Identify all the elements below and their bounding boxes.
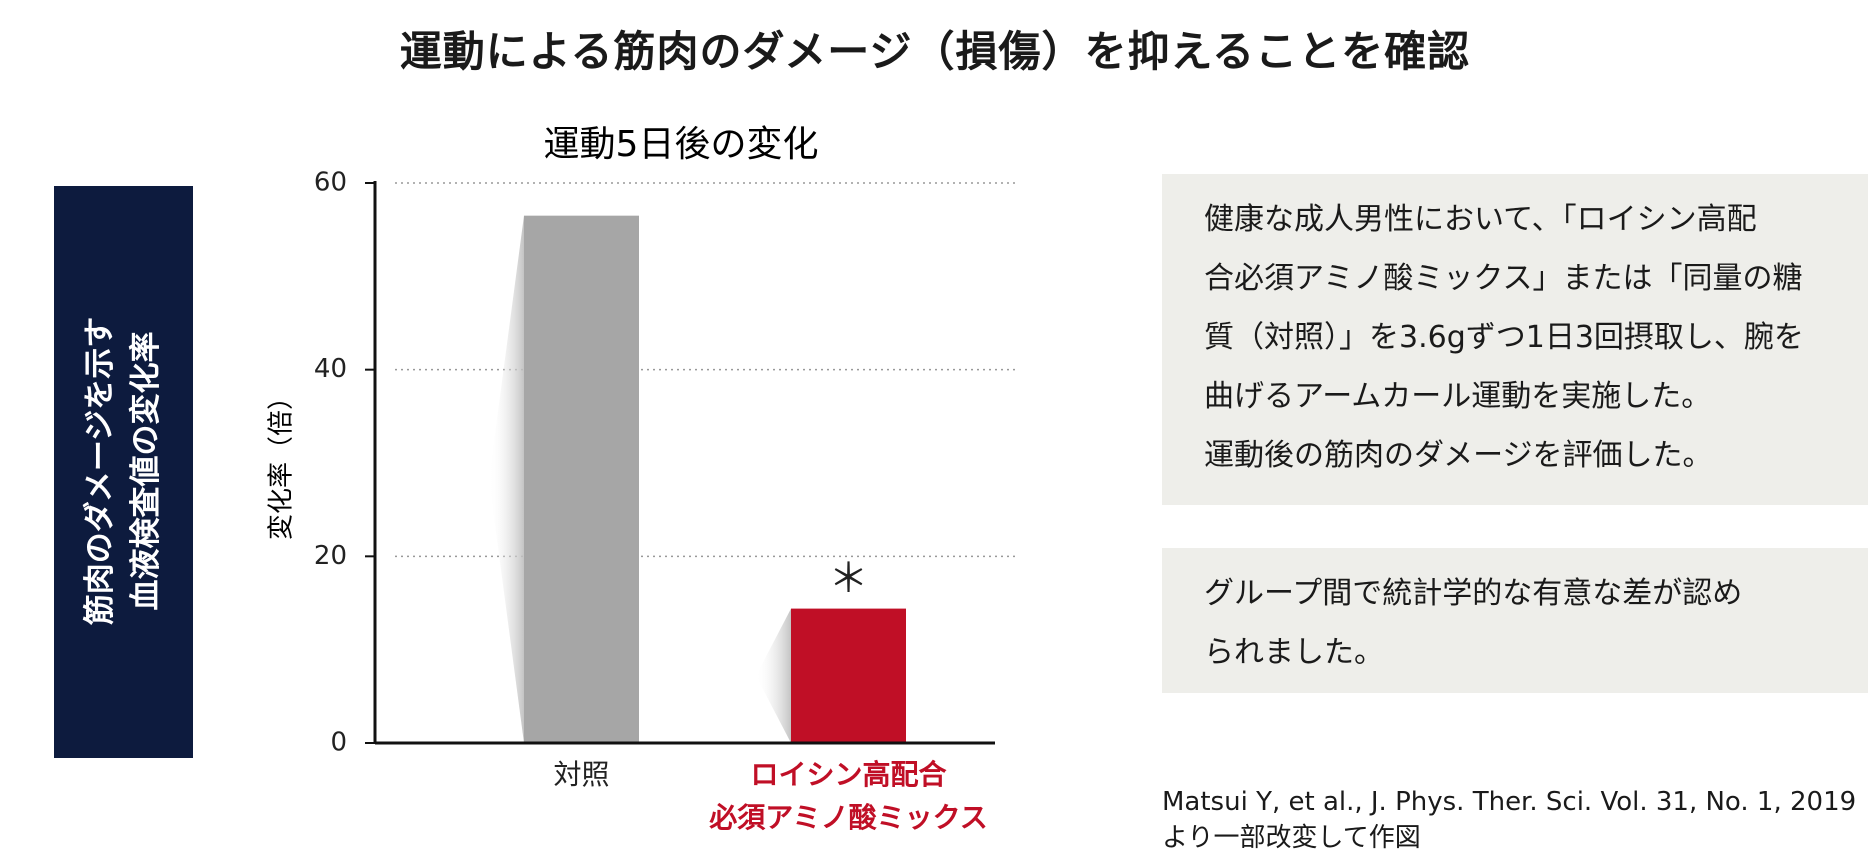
citation-line: より一部改変して作図 bbox=[1162, 823, 1421, 853]
bar bbox=[791, 608, 906, 743]
bar bbox=[524, 215, 639, 743]
note-line: 曲げるアームカール運動を実施した。 bbox=[1204, 379, 1712, 414]
note-line: グループ間で統計学的な有意な差が認め bbox=[1204, 576, 1743, 611]
bar-shadow bbox=[756, 608, 791, 743]
bar-shadow bbox=[489, 215, 524, 743]
y-tick-label: 60 bbox=[314, 168, 347, 198]
chart-title: 運動5日後の変化 bbox=[544, 124, 819, 165]
note-box: 健康な成人男性において、「ロイシン高配合必須アミノ酸ミックス」または「同量の糖質… bbox=[1162, 174, 1868, 505]
x-tick-label: ロイシン高配合 必須アミノ酸ミックス bbox=[709, 758, 988, 834]
x-tick-label: 対照 bbox=[553, 758, 610, 791]
note-line: 運動後の筋肉のダメージを評価した。 bbox=[1204, 438, 1713, 473]
note-line: 合必須アミノ酸ミックス」または「同量の糖 bbox=[1204, 261, 1803, 296]
y-tick-label: 20 bbox=[314, 541, 347, 571]
page-title: 運動による筋肉のダメージ（損傷）を抑えることを確認 bbox=[399, 27, 1471, 76]
note-line: られました。 bbox=[1204, 635, 1384, 670]
y-tick-label: 0 bbox=[330, 728, 347, 758]
citation-line: Matsui Y, et al., J. Phys. Ther. Sci. Vo… bbox=[1162, 787, 1857, 817]
note-box: グループ間で統計学的な有意な差が認め られました。 bbox=[1162, 548, 1868, 693]
y-axis-label: 変化率（倍） bbox=[267, 384, 297, 540]
note-line: 質（対照）」を3.6gずつ1日3回摂取し、腕を bbox=[1204, 320, 1804, 355]
citation: Matsui Y, et al., J. Phys. Ther. Sci. Vo… bbox=[1162, 784, 1856, 856]
note-line: 健康な成人男性において、「ロイシン高配 bbox=[1204, 202, 1757, 237]
sidebar-box bbox=[54, 186, 193, 758]
annotation: ＊ bbox=[829, 556, 869, 602]
y-tick-label: 40 bbox=[314, 354, 347, 384]
